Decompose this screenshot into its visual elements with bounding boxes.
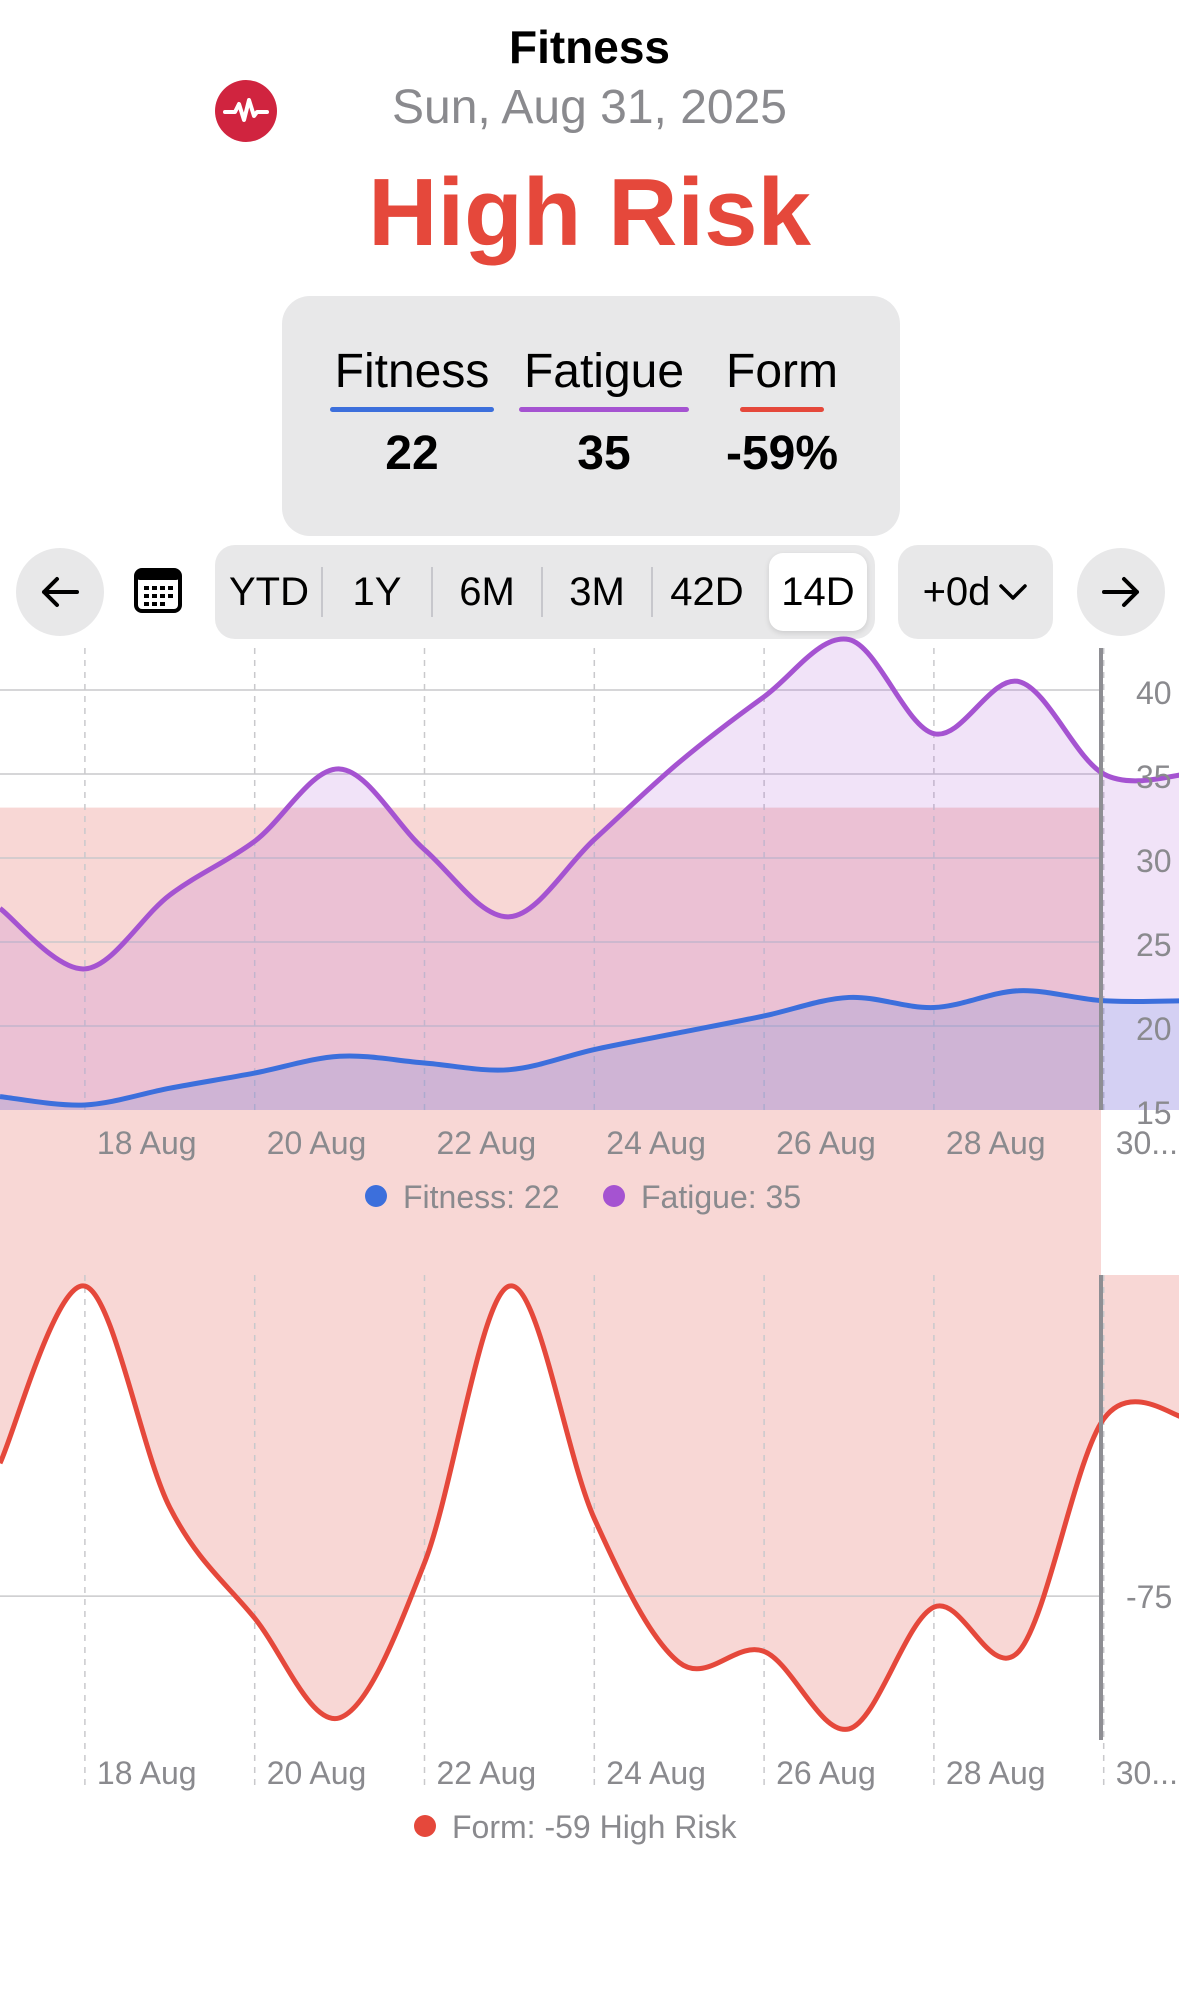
x-tick-label: 26 Aug <box>776 1125 876 1161</box>
x-tick-label: 28 Aug <box>946 1755 1046 1791</box>
segment-divider <box>431 567 433 617</box>
legend-marker <box>603 1185 625 1207</box>
x-tick-label: 22 Aug <box>437 1125 537 1161</box>
range-selector: YTD 1Y 6M 3M 42D 14D <box>215 545 875 639</box>
y-tick-label: -75 <box>1126 1579 1172 1615</box>
legend-label: Fatigue: 35 <box>641 1179 801 1215</box>
range-14d[interactable]: 14D <box>769 553 867 631</box>
page-date: Sun, Aug 31, 2025 <box>391 81 787 134</box>
risk-status: High Risk <box>368 159 811 266</box>
y-tick-label: 20 <box>1136 1011 1172 1047</box>
x-tick-label: 30... <box>1116 1755 1178 1791</box>
app-icon <box>215 80 277 142</box>
x-tick-label: 22 Aug <box>437 1755 537 1791</box>
metric-underline <box>330 407 494 412</box>
fitness-area <box>0 990 1179 1110</box>
y-tick-label: 30 <box>1136 843 1172 879</box>
metric-label: Form <box>726 345 838 398</box>
segment-divider <box>541 567 543 617</box>
metric-value: -59% <box>725 427 839 480</box>
y-tick-label: 15 <box>1136 1095 1172 1131</box>
x-tick-label: 18 Aug <box>97 1125 197 1161</box>
x-tick-label: 30... <box>1116 1125 1178 1161</box>
calendar-button[interactable] <box>130 562 186 618</box>
x-tick-label: 18 Aug <box>97 1755 197 1791</box>
fitness-line <box>0 988 1179 1108</box>
segment-divider <box>651 567 653 617</box>
chevron-down-icon <box>999 584 1028 600</box>
metric-fitness[interactable]: Fitness 22 <box>330 344 494 481</box>
metric-underline <box>519 407 689 412</box>
metric-label: Fatigue <box>523 345 685 398</box>
metric-label: Fitness <box>334 345 490 398</box>
fatigue-area <box>0 639 1179 1110</box>
metric-form[interactable]: Form -59% <box>714 344 850 481</box>
legend-marker <box>365 1185 387 1207</box>
range-3m[interactable]: 3M <box>569 570 625 614</box>
y-tick-label: 35 <box>1136 759 1172 795</box>
y-tick-label: 25 <box>1136 927 1172 963</box>
x-tick-label: 24 Aug <box>606 1125 706 1161</box>
y-tick-label: 40 <box>1136 675 1172 711</box>
back-button[interactable] <box>16 548 104 636</box>
legend-label: Fitness: 22 <box>403 1179 560 1215</box>
x-tick-label: 20 Aug <box>267 1755 367 1791</box>
legend-label: Form: -59 High Risk <box>452 1809 738 1845</box>
x-tick-label: 24 Aug <box>606 1755 706 1791</box>
calendar-icon <box>134 568 182 613</box>
range-1y[interactable]: 1Y <box>352 570 402 614</box>
form-line <box>0 1283 1179 1732</box>
metric-fatigue[interactable]: Fatigue 35 <box>519 344 689 481</box>
range-ytd[interactable]: YTD <box>229 570 309 614</box>
segment-divider <box>321 567 323 617</box>
arrow-left-icon <box>42 577 79 607</box>
offset-dropdown[interactable]: +0d <box>898 545 1053 639</box>
heart-pulse-icon <box>223 98 269 122</box>
x-tick-label: 28 Aug <box>946 1125 1046 1161</box>
page-title: Fitness <box>508 21 671 73</box>
fatigue-line <box>0 636 1179 972</box>
metric-value: 22 <box>385 427 439 480</box>
range-6m[interactable]: 6M <box>459 570 515 614</box>
offset-label: +0d <box>922 569 991 614</box>
range-42d[interactable]: 42D <box>670 570 744 614</box>
forward-button[interactable] <box>1077 548 1165 636</box>
metric-value: 35 <box>577 427 631 480</box>
x-tick-label: 26 Aug <box>776 1755 876 1791</box>
summary-card: Fitness 22 Fatigue 35 Form -59% <box>282 296 900 536</box>
metric-underline <box>740 407 824 412</box>
legend-marker <box>414 1815 436 1837</box>
x-tick-label: 20 Aug <box>267 1125 367 1161</box>
arrow-right-icon <box>1102 577 1139 607</box>
